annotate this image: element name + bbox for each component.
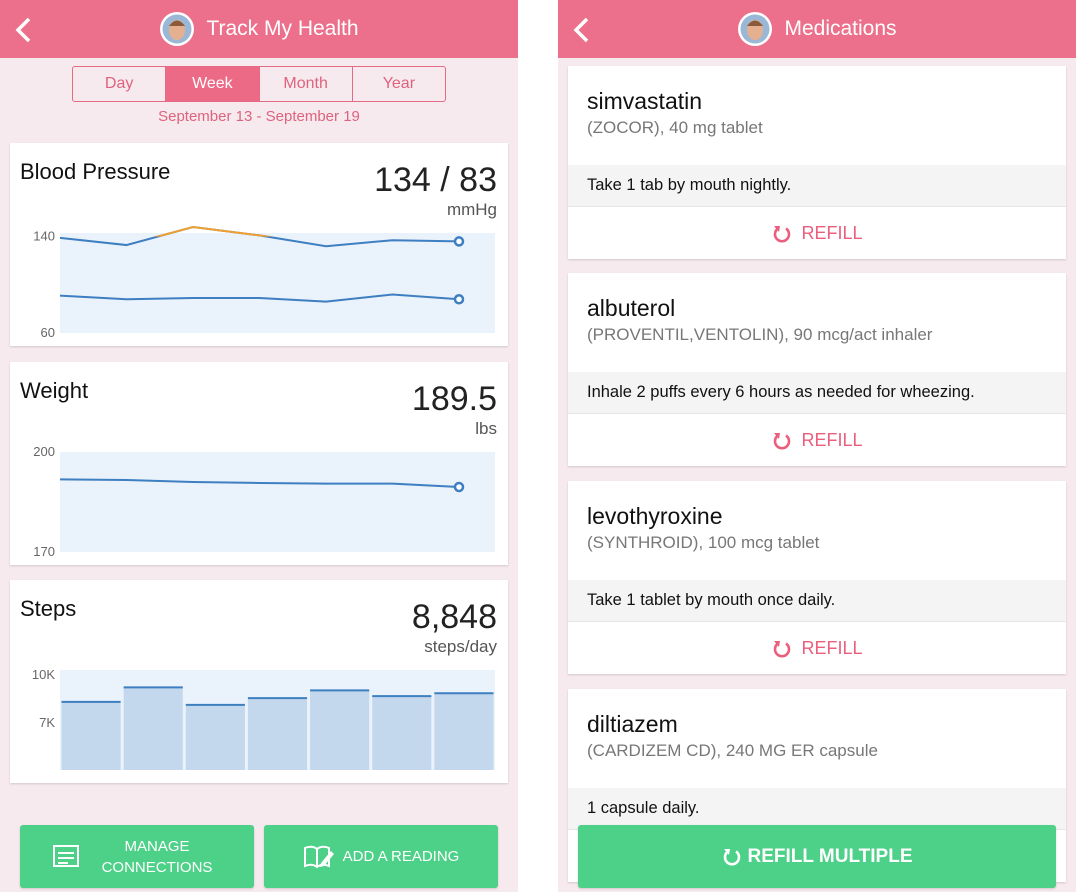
chart-card: Steps 8,848 steps/day 7K 10K <box>10 580 508 783</box>
health-screen: Track My Health Day Week Month Year Septembe… <box>0 0 518 892</box>
instructions: Inhale 2 puffs every 6 hours as needed f… <box>568 372 1066 414</box>
end-marker <box>453 481 465 493</box>
tab[interactable]: Day <box>104 75 134 92</box>
refill-icon <box>774 432 791 449</box>
chart-card: Weight 189.5 lbs 170 200 <box>10 362 508 565</box>
tab-bar: Day Week Month Year <box>72 66 446 102</box>
end-marker <box>453 236 465 247</box>
tab[interactable]: Year <box>351 67 445 101</box>
chart: 7K 10K <box>32 667 495 770</box>
chart: 60 140 <box>33 225 495 340</box>
tab[interactable]: Month <box>258 67 352 101</box>
medication-detail: (PROVENTIL,VENTOLIN), 90 mcg/act inhaler <box>587 325 933 344</box>
chart-card: Blood Pressure 134 / 83 mmHg 60 140 <box>10 143 508 346</box>
bar <box>310 690 370 770</box>
refill-label: REFILL <box>801 430 863 450</box>
medication-card: albuterol (PROVENTIL,VENTOLIN), 90 mcg/ac… <box>568 273 1066 466</box>
bar <box>434 693 494 770</box>
y-tick-label: 7K <box>39 715 55 730</box>
date-range: September 13 - September 19 <box>158 108 360 125</box>
header: Track My Health <box>0 0 518 58</box>
card-summary: 8,848 <box>411 598 497 636</box>
header-center: Medications <box>558 0 1076 58</box>
medications-screen: Medications simvastatin (ZOCOR), 40 mg ta… <box>558 0 1076 892</box>
plot-area <box>60 233 495 333</box>
back-button[interactable] <box>12 16 36 44</box>
refill-icon <box>774 640 791 657</box>
bar <box>372 696 432 770</box>
button-icon <box>303 845 334 868</box>
medication-name: levothyroxine <box>587 503 723 529</box>
bar <box>61 701 121 770</box>
y-tick-label: 10K <box>32 667 55 682</box>
avatar <box>738 12 773 46</box>
action-button[interactable]: MANAGE CONNECTIONS <box>20 825 254 888</box>
medication-card: levothyroxine (SYNTHROID), 100 mcg tablet… <box>568 481 1066 674</box>
refill-button[interactable]: REFILL <box>568 415 1066 466</box>
y-tick-label: 140 <box>33 229 55 244</box>
card-summary: 134 / 83 <box>374 161 497 199</box>
medication-detail: (ZOCOR), 40 mg tablet <box>587 118 763 137</box>
bar <box>185 704 245 770</box>
button-icon <box>53 844 79 867</box>
refill-icon <box>774 225 791 242</box>
bar <box>123 687 183 770</box>
button-label: ADD A READING <box>342 848 460 865</box>
instructions: Take 1 tablet by mouth once daily. <box>568 580 1066 622</box>
instructions: 1 capsule daily. <box>568 788 1066 830</box>
plot-area <box>60 452 495 552</box>
header-title: Medications <box>784 17 897 40</box>
medication-detail: (CARDIZEM CD), 240 MG ER capsule <box>587 741 878 760</box>
line <box>59 293 460 303</box>
refill-label: REFILL <box>801 638 863 658</box>
avatar <box>160 12 195 46</box>
card-title: Weight <box>20 378 89 403</box>
medication-name: albuterol <box>587 295 676 321</box>
y-tick-label: 170 <box>33 544 55 559</box>
line-high-segment <box>153 225 274 237</box>
y-tick-label: 200 <box>33 444 55 459</box>
medication-name: simvastatin <box>587 88 703 114</box>
button-label: REFILL MULTIPLE <box>747 845 913 867</box>
line <box>59 478 460 488</box>
card-title: Blood Pressure <box>20 159 171 184</box>
refill-icon <box>724 848 741 865</box>
card-summary: 189.5 <box>411 380 497 418</box>
back-button[interactable] <box>570 16 594 44</box>
card-title: Steps <box>20 596 77 621</box>
header: Medications <box>558 0 1076 58</box>
medication-name: diltiazem <box>587 711 678 737</box>
refill-label: REFILL <box>801 223 863 243</box>
header-title: Track My Health <box>206 17 359 40</box>
refill-button[interactable]: REFILL <box>568 208 1066 259</box>
medication-detail: (SYNTHROID), 100 mcg tablet <box>587 533 820 552</box>
instructions: Take 1 tab by mouth nightly. <box>568 165 1066 207</box>
tab[interactable]: Week <box>165 67 259 101</box>
button-label: MANAGE CONNECTIONS <box>101 837 213 876</box>
end-marker <box>453 294 465 305</box>
card-unit: lbs <box>475 419 497 438</box>
action-button[interactable]: ADD A READING <box>264 825 498 888</box>
bar <box>247 698 308 770</box>
header-center: Track My Health <box>0 0 518 58</box>
medication-card: simvastatin (ZOCOR), 40 mg tablet Take 1 t… <box>568 66 1066 259</box>
chart: 170 200 <box>33 444 495 559</box>
card-unit: steps/day <box>424 637 497 656</box>
refill-multiple-button[interactable]: REFILL MULTIPLE <box>578 825 1056 888</box>
card-unit: mmHg <box>446 200 497 219</box>
refill-button[interactable]: REFILL <box>568 623 1066 674</box>
y-tick-label: 60 <box>41 325 55 340</box>
